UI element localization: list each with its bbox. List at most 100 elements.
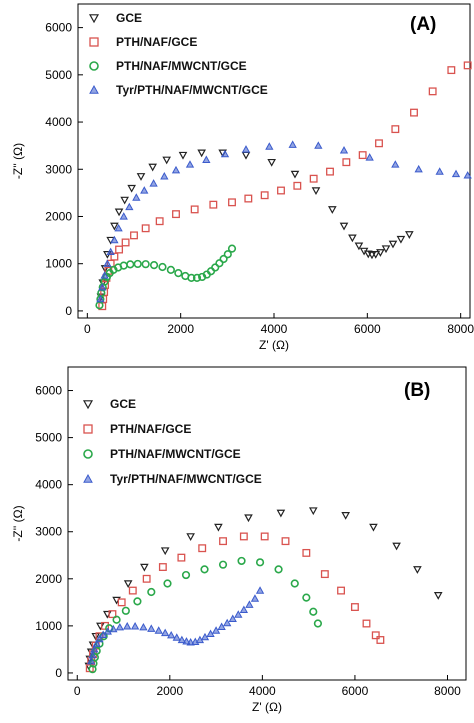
data-point <box>162 156 171 165</box>
data-point <box>90 645 99 653</box>
panel-b: 0 2000 4000 6000 8000 0 1000 2000 3000 4000 5000 60… <box>11 366 467 714</box>
data-point <box>142 574 151 583</box>
y-tick-label: 5000 <box>45 68 72 82</box>
legend-marker <box>89 37 99 47</box>
data-point <box>220 149 230 158</box>
data-point <box>255 586 265 594</box>
data-point <box>320 570 329 579</box>
data-point <box>130 231 138 240</box>
data-point <box>391 160 400 168</box>
x-axis-label: Z' (Ω) <box>259 338 289 352</box>
data-point <box>147 587 156 597</box>
data-point <box>302 593 311 602</box>
data-point <box>281 537 290 546</box>
data-point <box>198 544 207 553</box>
data-point <box>115 245 124 254</box>
data-point <box>350 603 359 611</box>
data-point <box>172 633 181 641</box>
data-point <box>108 610 117 619</box>
data-point <box>293 181 302 190</box>
data-point <box>228 198 236 207</box>
data-point <box>178 151 188 160</box>
panel-label: (B) <box>404 380 430 401</box>
data-point <box>309 174 318 183</box>
data-point <box>139 622 148 631</box>
data-point <box>215 259 224 268</box>
data-point <box>308 507 318 516</box>
data-point <box>328 206 337 214</box>
data-point <box>388 240 398 249</box>
data-point <box>381 245 391 254</box>
data-point <box>362 619 371 628</box>
data-point <box>337 586 345 595</box>
data-point <box>250 594 260 602</box>
data-point <box>101 621 109 630</box>
x-tick-label: 6000 <box>342 684 369 698</box>
data-point <box>181 570 191 580</box>
data-point <box>185 160 195 168</box>
data-point <box>244 194 253 203</box>
data-point <box>167 630 176 639</box>
data-point <box>109 624 118 633</box>
data-point <box>302 548 311 557</box>
legend-marker <box>83 424 93 434</box>
data-point <box>117 598 126 607</box>
data-point <box>433 592 443 600</box>
data-point <box>217 622 226 630</box>
data-point <box>120 196 129 205</box>
data-point <box>244 514 253 523</box>
data-point <box>149 179 158 187</box>
data-point <box>463 61 472 70</box>
data-point <box>132 193 141 201</box>
data-point <box>218 560 228 569</box>
data-point <box>358 151 367 160</box>
data-point <box>290 579 299 588</box>
legend-marker <box>89 61 99 71</box>
data-point <box>202 155 211 163</box>
data-point <box>451 169 461 178</box>
data-point <box>211 263 220 272</box>
data-point <box>197 149 206 158</box>
data-point <box>149 261 159 270</box>
data-point <box>133 259 142 269</box>
data-point <box>121 606 130 615</box>
data-point <box>405 231 414 239</box>
data-point <box>313 619 323 628</box>
data-point <box>177 553 186 562</box>
data-point <box>123 622 132 630</box>
data-point <box>367 251 377 260</box>
data-point <box>365 153 374 161</box>
legend-entry: Tyr/PTH/NAF/MWCNT/GCE <box>116 83 268 97</box>
data-point <box>277 186 285 195</box>
data-point <box>209 200 218 209</box>
x-tick-label: 8000 <box>447 322 474 336</box>
data-point <box>141 260 150 269</box>
data-point <box>371 251 381 259</box>
data-point <box>103 259 112 267</box>
legend-marker <box>89 84 99 94</box>
data-point <box>219 254 228 264</box>
data-point <box>234 610 243 618</box>
data-point <box>375 139 383 148</box>
legend-entry: PTH/NAF/MWCNT/GCE <box>116 59 247 73</box>
data-point <box>186 533 195 541</box>
x-tick-label: 2000 <box>156 684 183 698</box>
data-point <box>158 262 167 272</box>
data-point <box>341 512 350 520</box>
y-tick-label: 4000 <box>35 478 62 492</box>
x-tick-label: 8000 <box>434 684 461 698</box>
data-point <box>290 170 300 179</box>
series-2 <box>88 556 323 674</box>
legend-entry: PTH/NAF/GCE <box>110 422 191 436</box>
data-point <box>88 665 97 674</box>
data-point <box>311 187 321 196</box>
legend-entry: PTH/NAF/GCE <box>116 35 197 49</box>
data-point <box>171 165 181 174</box>
data-point <box>428 87 437 96</box>
data-point <box>114 208 124 217</box>
data-point <box>326 167 334 176</box>
data-point <box>112 615 121 624</box>
data-point <box>376 636 385 644</box>
